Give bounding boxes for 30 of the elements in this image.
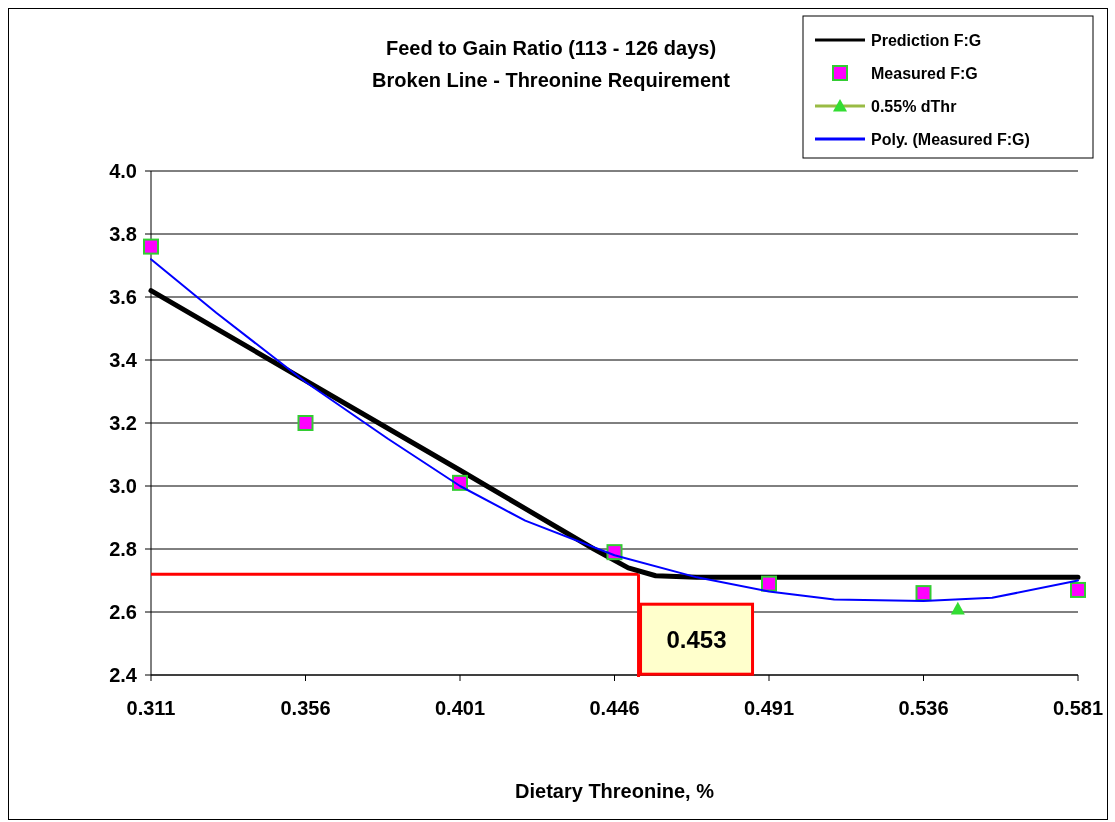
- chart-title: Feed to Gain Ratio (113 - 126 days): [385, 37, 717, 59]
- point: [950, 601, 965, 615]
- y-tick-label: 3.8: [109, 223, 137, 245]
- y-tick-label: 2.4: [109, 664, 138, 686]
- y-tick-label: 4.0: [109, 160, 137, 182]
- point: [297, 415, 314, 431]
- point: [1070, 581, 1086, 598]
- x-tick-label: 0.491: [743, 697, 795, 719]
- legend-label: Poly. (Measured F:G): [871, 131, 1030, 148]
- legend-label: 0.55% dThr: [871, 98, 957, 115]
- legend-label: Prediction F:G: [871, 32, 982, 49]
- ref-line-label: 0.453: [666, 626, 727, 654]
- point: [143, 238, 159, 255]
- y-tick-label: 3.4: [109, 349, 138, 371]
- y-tick-label: 3.0: [109, 475, 137, 497]
- y-tick-label: 3.6: [109, 286, 137, 308]
- x-tick-label: 0.311: [126, 697, 176, 719]
- legend-label: Measured F:G: [871, 65, 978, 82]
- x-tick-label: 0.536: [898, 697, 949, 719]
- y-tick-label: 2.6: [109, 601, 137, 623]
- x-axis-title: Dietary Threonine, %: [515, 780, 715, 802]
- chart-subtitle: Broken Line - Threonine Requirement: [372, 69, 731, 91]
- point: [761, 575, 777, 592]
- x-tick-label: 0.581: [1052, 697, 1104, 719]
- point: [915, 585, 932, 602]
- x-tick-label: 0.446: [589, 697, 640, 719]
- x-tick-label: 0.356: [280, 697, 331, 719]
- x-tick-label: 0.401: [434, 697, 486, 719]
- y-tick-label: 2.8: [109, 538, 137, 560]
- y-tick-label: 3.2: [109, 412, 137, 434]
